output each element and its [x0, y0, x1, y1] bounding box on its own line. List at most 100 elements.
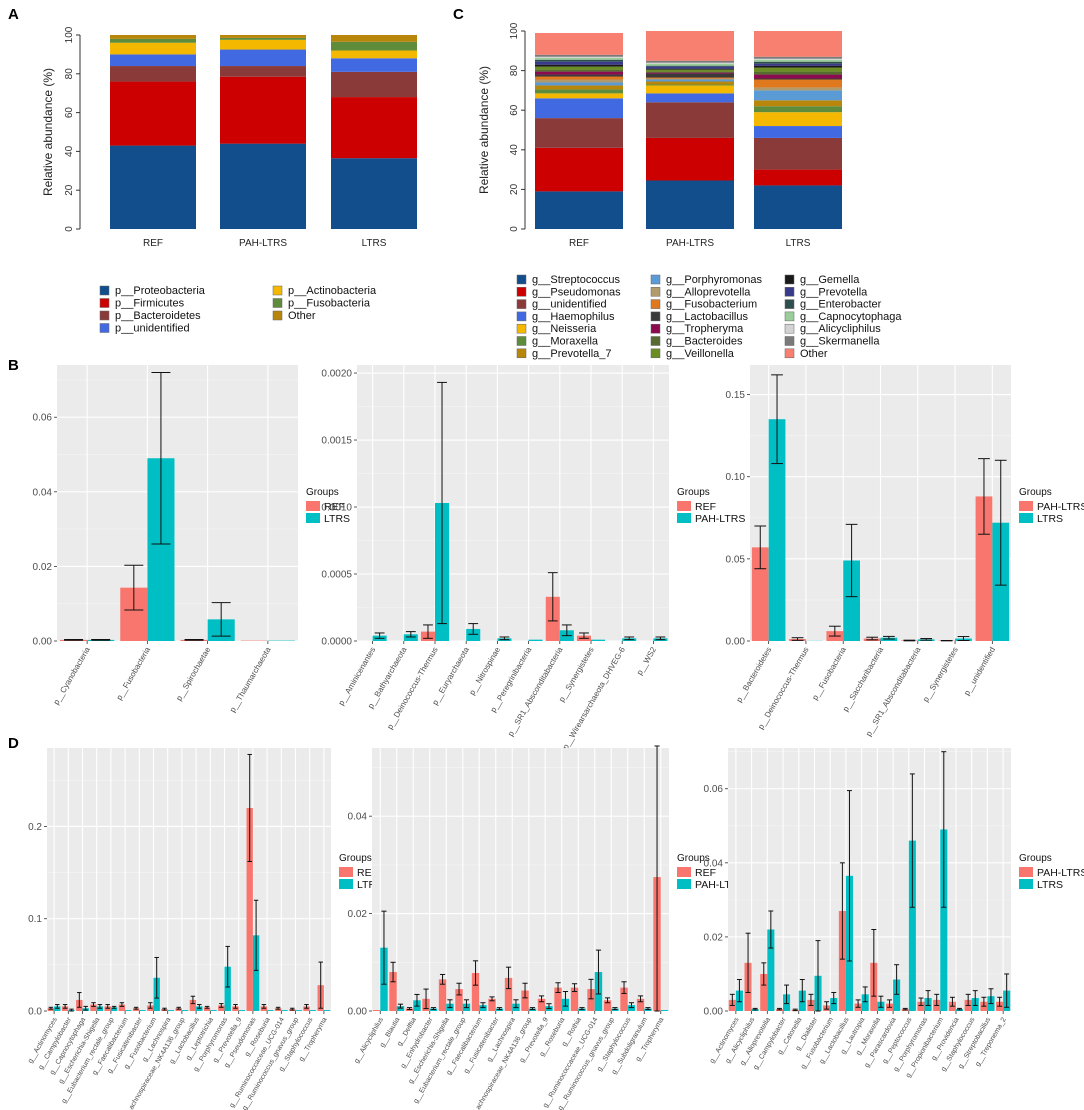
legend-swatch [272, 310, 283, 321]
x-tick-label: p__Fusobacteria [810, 645, 848, 702]
stacked-segment [754, 59, 842, 62]
legend-label: LTRS [324, 513, 350, 525]
y-tick-label: 0.00 [704, 1007, 724, 1018]
bar [218, 1005, 225, 1011]
x-tick-label: p__WS2 [635, 645, 658, 677]
y-tick-label: 0 [509, 226, 520, 232]
stacked-segment [535, 93, 623, 99]
bar [861, 994, 869, 1011]
bar [521, 990, 529, 1011]
stacked-segment [220, 37, 306, 40]
x-tick-label: p__SR1_Absconditabacteria [506, 645, 565, 738]
legend-label: g__Tropheryma [666, 323, 744, 335]
stacked-segment [754, 87, 842, 91]
legend-label: g__Pseudomonas [532, 286, 621, 298]
stacked-segment [646, 78, 734, 80]
bar [139, 1010, 146, 1011]
legend-label: p__unidentified [115, 323, 190, 335]
y-tick-label: 0.06 [33, 413, 53, 424]
stacked-segment [646, 79, 734, 82]
stacked-segment [754, 100, 842, 107]
legend-swatch [1019, 879, 1033, 889]
y-tick-label: 0.02 [704, 932, 724, 943]
x-tick-label: p__Thaumarchaeota [228, 645, 273, 714]
stacked-segment [110, 42, 196, 55]
stacked-segment [220, 66, 306, 77]
bar [908, 840, 916, 1011]
legend-swatch [677, 879, 691, 889]
plot-background [47, 748, 331, 1011]
legend-swatch [99, 285, 110, 296]
legend-swatch [1019, 867, 1033, 877]
legend-swatch [99, 323, 110, 333]
legend-swatch [99, 310, 110, 321]
y-tick-label: 0.0010 [321, 503, 352, 514]
y-tick-label: 0.1 [28, 914, 42, 925]
stacked-segment [535, 191, 623, 229]
stacked-segment [331, 35, 417, 42]
legend-swatch [784, 274, 795, 285]
stacked-segment [754, 31, 842, 57]
stacked-segment [646, 137, 734, 181]
chart-b2: 0.00000.00050.00100.00150.0020p__Aminice… [321, 365, 745, 751]
stacked-segment [535, 118, 623, 148]
legend-label: g__Prevotella_7 [532, 348, 612, 360]
legend-swatch [650, 287, 661, 297]
bar [603, 1000, 612, 1011]
bar [751, 547, 769, 641]
stacked-segment [754, 74, 842, 79]
bar [620, 987, 628, 1011]
panel-letter-c: C [453, 6, 464, 23]
stacked-segment [535, 76, 623, 80]
legend-swatch [272, 285, 283, 296]
legend-label: g__Moraxella [532, 336, 599, 348]
bar [767, 929, 775, 1011]
legend-swatch [784, 311, 795, 322]
stacked-segment [646, 31, 734, 61]
stacked-segment [331, 50, 417, 59]
stacked-segment [646, 71, 734, 73]
legend-swatch [784, 336, 795, 346]
stacked-segment [646, 102, 734, 138]
x-category-label: LTRS [786, 238, 811, 249]
stacked-segment [220, 49, 306, 67]
stacked-segment [535, 79, 623, 83]
x-tick-label: p__Spirochaetae [174, 645, 212, 702]
stacked-segment [646, 81, 734, 85]
panel-letter-d: D [8, 735, 19, 752]
legend-swatch [516, 336, 527, 346]
stacked-segment [110, 145, 196, 229]
bar [528, 639, 543, 641]
bar [125, 1010, 132, 1011]
stacked-segment [535, 54, 623, 57]
bar [372, 1010, 381, 1011]
y-tick-label: 0.00 [348, 1007, 368, 1018]
stacked-segment [646, 93, 734, 103]
stacked-segment [331, 58, 417, 72]
stacked-segment [220, 76, 306, 144]
stacked-segment [110, 54, 196, 67]
bar [554, 987, 562, 1011]
bar [830, 998, 838, 1011]
y-tick-label: 40 [64, 145, 75, 157]
stacked-segment [754, 112, 842, 127]
y-tick-label: 20 [509, 183, 520, 195]
stacked-segment [331, 97, 417, 159]
legend-swatch [1019, 501, 1033, 511]
stacked-segment [535, 85, 623, 90]
y-tick-label: 0.0 [28, 1007, 42, 1018]
y-tick-label: 0.15 [726, 390, 746, 401]
bar [210, 1010, 217, 1011]
y-tick-label: 0.00 [33, 637, 53, 648]
stacked-segment [535, 82, 623, 86]
legend-swatch [677, 867, 691, 877]
chart-b3: 0.000.050.100.15p__Bacteroidetesp__Deino… [726, 365, 1084, 738]
legend-swatch [339, 879, 353, 889]
y-tick-label: 0.0020 [321, 369, 352, 380]
y-tick-label: 100 [64, 26, 75, 43]
plot-background [372, 748, 669, 1011]
stacked-segment [110, 66, 196, 82]
chart-c: Relative abundance (%) 0 20 40 60 80 100 REF PAH… [477, 22, 842, 249]
stacked-segment [754, 78, 842, 80]
stacked-segment [535, 98, 623, 119]
